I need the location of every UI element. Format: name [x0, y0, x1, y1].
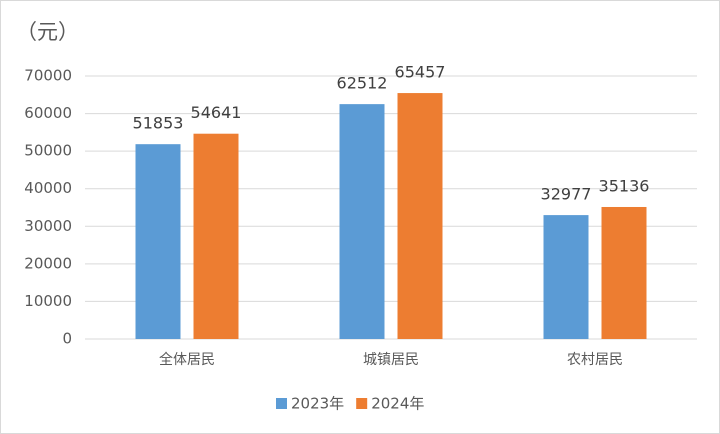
- bar: [135, 144, 181, 339]
- legend-swatch: [276, 398, 287, 409]
- x-tick-label: 城镇居民: [363, 352, 419, 368]
- x-tick-label: 农村居民: [567, 352, 623, 368]
- y-tick-label: 10000: [24, 292, 72, 310]
- data-label: 62512: [337, 74, 388, 93]
- y-tick-label: 40000: [24, 179, 72, 197]
- data-label: 32977: [541, 185, 592, 204]
- y-tick-label: 0: [62, 330, 72, 348]
- bar: [397, 93, 443, 340]
- y-tick-label: 30000: [24, 217, 72, 235]
- bar: [339, 104, 385, 339]
- data-label: 54641: [191, 103, 242, 122]
- bar: [193, 133, 239, 339]
- y-tick-label: 50000: [24, 142, 72, 160]
- data-label: 65457: [395, 63, 446, 82]
- y-tick-label: 70000: [24, 67, 72, 85]
- y-tick-label: 20000: [24, 254, 72, 272]
- data-label: 35136: [599, 176, 650, 195]
- legend-label: 2023年: [291, 395, 344, 413]
- legend-swatch: [356, 398, 368, 409]
- x-tick-label: 全体居民: [159, 351, 215, 368]
- data-label: 51853: [133, 114, 184, 133]
- y-axis-label: （元）: [16, 20, 79, 44]
- legend-label: 2024年: [371, 395, 424, 413]
- bar: [601, 206, 647, 339]
- y-tick-label: 60000: [24, 104, 72, 122]
- bar: [543, 215, 589, 339]
